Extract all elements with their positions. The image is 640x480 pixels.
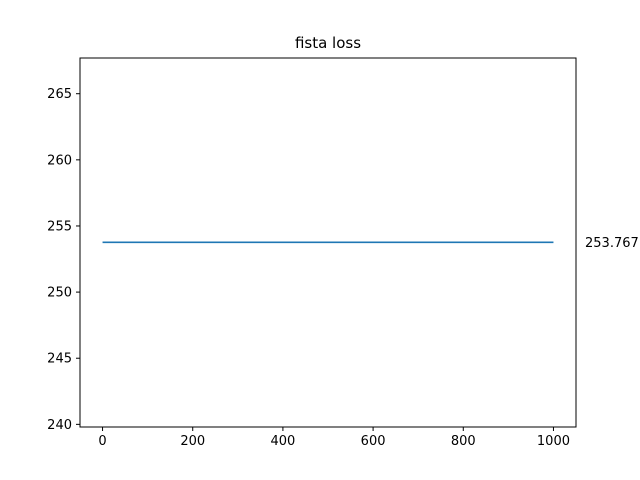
x-tick-label: 200 bbox=[180, 434, 205, 449]
y-tick-label: 265 bbox=[47, 87, 72, 102]
y-tick-label: 260 bbox=[47, 153, 72, 168]
plot-frame bbox=[79, 57, 577, 428]
chart-title: fista loss bbox=[295, 34, 361, 52]
ticks-layer: 0 200 400 600 800 1000 240 245 250 255 260 265 bbox=[47, 87, 570, 449]
y-tick-label: 250 bbox=[47, 286, 72, 301]
value-annotation: 253.767 bbox=[585, 236, 639, 251]
x-tick-label: 800 bbox=[451, 434, 476, 449]
x-tick-label: 600 bbox=[361, 434, 386, 449]
annotation-layer: 253.767 bbox=[585, 236, 639, 251]
x-tick-label: 1000 bbox=[537, 434, 570, 449]
x-tick-label: 0 bbox=[98, 434, 106, 449]
y-tick-label: 255 bbox=[47, 219, 72, 234]
y-tick-label: 245 bbox=[47, 352, 72, 367]
x-tick-label: 400 bbox=[270, 434, 295, 449]
y-tick-label: 240 bbox=[47, 418, 72, 433]
